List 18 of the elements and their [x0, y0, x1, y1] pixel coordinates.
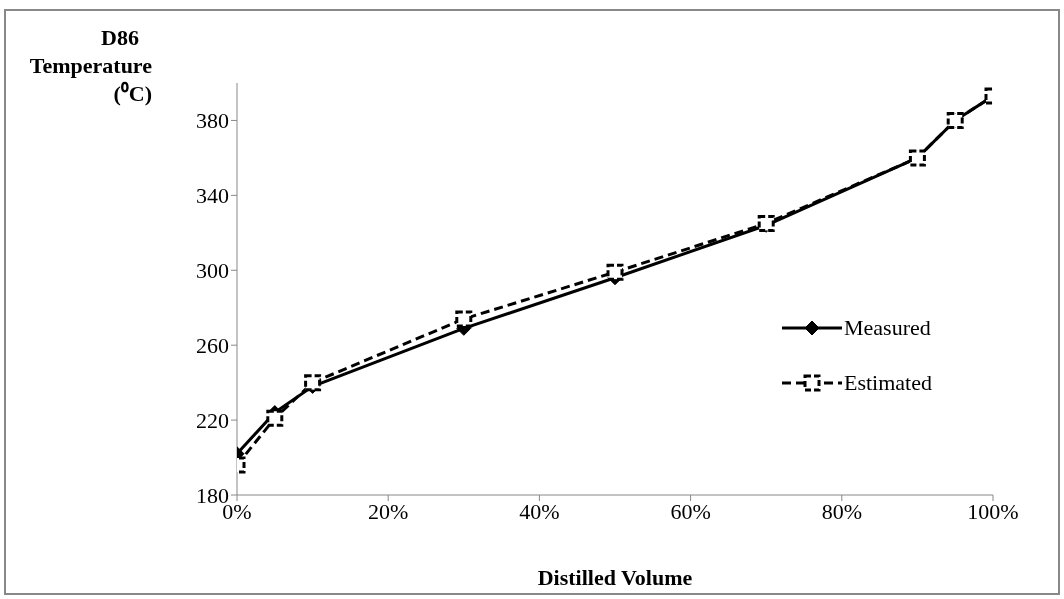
x-axis-title: Distilled Volume — [537, 565, 693, 590]
point — [304, 374, 322, 392]
point — [266, 409, 284, 427]
y-tick-label: 300 — [196, 258, 229, 284]
y-tick-label: 340 — [196, 183, 229, 209]
legend-label: Measured — [844, 314, 931, 341]
y-tick-label: 380 — [196, 108, 229, 134]
x-tick-label: 40% — [519, 498, 560, 524]
x-tick-label: 80% — [821, 498, 862, 524]
y-tick-label: 260 — [196, 332, 229, 358]
x-tick-label: 100% — [967, 498, 1019, 524]
point — [606, 263, 624, 281]
x-tick-label: 60% — [670, 498, 711, 524]
y-axis-title: D86 Temperature (⁰C) — [29, 25, 153, 106]
legend-label: Estimated — [844, 369, 932, 396]
x-tick-label: 20% — [368, 498, 409, 524]
point — [455, 310, 473, 328]
y-tick-label: 220 — [196, 407, 229, 433]
